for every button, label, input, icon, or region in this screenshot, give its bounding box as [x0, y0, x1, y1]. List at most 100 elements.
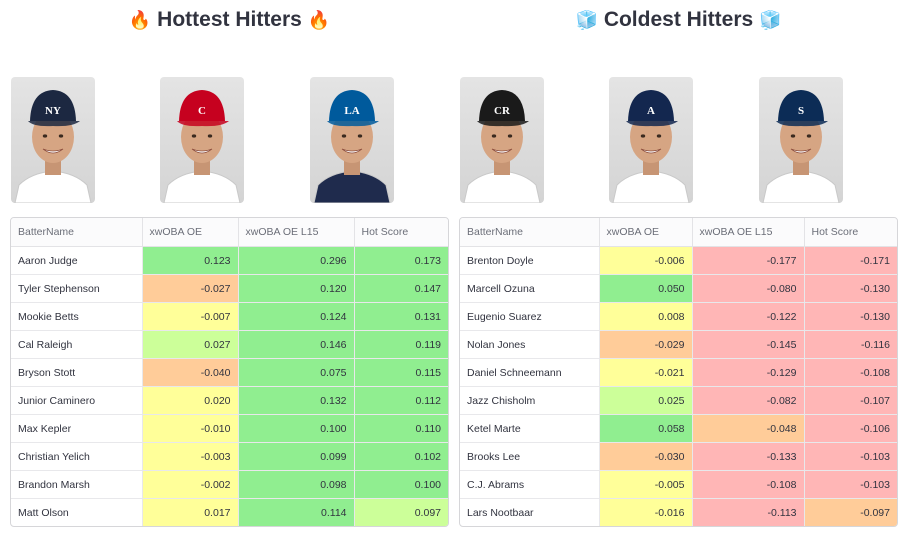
batter-name-cell[interactable]: Daniel Schneemann: [460, 358, 600, 387]
batter-name-cell[interactable]: Cal Raleigh: [11, 330, 143, 359]
table-row[interactable]: Max Kepler -0.010 0.100 0.110: [11, 414, 448, 443]
hot-hitters-table[interactable]: BatterName xwOBA OE xwOBA OE L15 Hot Score …: [10, 217, 449, 527]
batter-name-cell[interactable]: Junior Caminero: [11, 386, 143, 415]
xwoba-oe-l15-cell[interactable]: 0.124: [238, 302, 355, 331]
batter-name-cell[interactable]: Eugenio Suarez: [460, 302, 600, 331]
xwoba-oe-l15-cell[interactable]: -0.108: [692, 470, 805, 499]
xwoba-oe-cell[interactable]: -0.027: [142, 274, 239, 303]
xwoba-oe-l15-cell[interactable]: 0.100: [238, 414, 355, 443]
xwoba-oe-l15-cell[interactable]: 0.099: [238, 442, 355, 471]
xwoba-oe-cell[interactable]: 0.017: [142, 498, 239, 526]
xwoba-oe-cell[interactable]: -0.005: [599, 470, 693, 499]
xwoba-oe-cell[interactable]: 0.123: [142, 246, 239, 275]
batter-name-cell[interactable]: Ketel Marte: [460, 414, 600, 443]
table-row[interactable]: Eugenio Suarez 0.008 -0.122 -0.130: [460, 302, 897, 331]
xwoba-oe-cell[interactable]: 0.020: [142, 386, 239, 415]
hot-score-cell[interactable]: 0.102: [354, 442, 448, 471]
hot-score-cell[interactable]: -0.107: [804, 386, 897, 415]
column-header[interactable]: Hot Score: [804, 218, 897, 247]
xwoba-oe-l15-cell[interactable]: 0.120: [238, 274, 355, 303]
column-header[interactable]: xwOBA OE L15: [238, 218, 355, 247]
column-header[interactable]: xwOBA OE L15: [692, 218, 805, 247]
hot-score-cell[interactable]: 0.100: [354, 470, 448, 499]
column-header[interactable]: BatterName: [460, 218, 600, 247]
hot-score-cell[interactable]: 0.110: [354, 414, 448, 443]
xwoba-oe-l15-cell[interactable]: -0.048: [692, 414, 805, 443]
xwoba-oe-cell[interactable]: -0.030: [599, 442, 693, 471]
column-header[interactable]: BatterName: [11, 218, 143, 247]
hot-score-cell[interactable]: -0.103: [804, 442, 897, 471]
xwoba-oe-cell[interactable]: 0.027: [142, 330, 239, 359]
hot-score-cell[interactable]: 0.119: [354, 330, 448, 359]
table-row[interactable]: Ketel Marte 0.058 -0.048 -0.106: [460, 414, 897, 443]
hot-score-cell[interactable]: 0.112: [354, 386, 448, 415]
xwoba-oe-cell[interactable]: -0.016: [599, 498, 693, 526]
xwoba-oe-l15-cell[interactable]: -0.133: [692, 442, 805, 471]
xwoba-oe-cell[interactable]: 0.058: [599, 414, 693, 443]
table-row[interactable]: Matt Olson 0.017 0.114 0.097: [11, 498, 448, 526]
hot-score-cell[interactable]: -0.103: [804, 470, 897, 499]
table-row[interactable]: Brenton Doyle -0.006 -0.177 -0.171: [460, 246, 897, 275]
table-row[interactable]: Daniel Schneemann -0.021 -0.129 -0.108: [460, 358, 897, 387]
table-row[interactable]: Bryson Stott -0.040 0.075 0.115: [11, 358, 448, 387]
table-row[interactable]: Nolan Jones -0.029 -0.145 -0.116: [460, 330, 897, 359]
xwoba-oe-l15-cell[interactable]: -0.082: [692, 386, 805, 415]
batter-name-cell[interactable]: C.J. Abrams: [460, 470, 600, 499]
column-header[interactable]: Hot Score: [354, 218, 448, 247]
table-row[interactable]: C.J. Abrams -0.005 -0.108 -0.103: [460, 470, 897, 499]
batter-name-cell[interactable]: Jazz Chisholm: [460, 386, 600, 415]
batter-name-cell[interactable]: Bryson Stott: [11, 358, 143, 387]
table-row[interactable]: Brooks Lee -0.030 -0.133 -0.103: [460, 442, 897, 471]
hot-score-cell[interactable]: 0.097: [354, 498, 448, 526]
table-row[interactable]: Cal Raleigh 0.027 0.146 0.119: [11, 330, 448, 359]
xwoba-oe-cell[interactable]: -0.007: [142, 302, 239, 331]
batter-name-cell[interactable]: Brenton Doyle: [460, 246, 600, 275]
xwoba-oe-cell[interactable]: -0.006: [599, 246, 693, 275]
hot-score-cell[interactable]: -0.108: [804, 358, 897, 387]
xwoba-oe-cell[interactable]: -0.021: [599, 358, 693, 387]
batter-name-cell[interactable]: Nolan Jones: [460, 330, 600, 359]
table-row[interactable]: Christian Yelich -0.003 0.099 0.102: [11, 442, 448, 471]
xwoba-oe-l15-cell[interactable]: 0.114: [238, 498, 355, 526]
cold-hitters-table[interactable]: BatterName xwOBA OE xwOBA OE L15 Hot Score …: [459, 217, 898, 527]
batter-name-cell[interactable]: Matt Olson: [11, 498, 143, 526]
table-row[interactable]: Junior Caminero 0.020 0.132 0.112: [11, 386, 448, 415]
batter-name-cell[interactable]: Brooks Lee: [460, 442, 600, 471]
batter-name-cell[interactable]: Max Kepler: [11, 414, 143, 443]
hot-score-cell[interactable]: -0.130: [804, 302, 897, 331]
table-row[interactable]: Brandon Marsh -0.002 0.098 0.100: [11, 470, 448, 499]
xwoba-oe-cell[interactable]: -0.040: [142, 358, 239, 387]
hot-score-cell[interactable]: -0.130: [804, 274, 897, 303]
table-row[interactable]: Lars Nootbaar -0.016 -0.113 -0.097: [460, 498, 897, 526]
xwoba-oe-l15-cell[interactable]: 0.075: [238, 358, 355, 387]
xwoba-oe-l15-cell[interactable]: -0.129: [692, 358, 805, 387]
hot-score-cell[interactable]: 0.131: [354, 302, 448, 331]
hot-score-cell[interactable]: -0.106: [804, 414, 897, 443]
table-row[interactable]: Aaron Judge 0.123 0.296 0.173: [11, 246, 448, 275]
batter-name-cell[interactable]: Aaron Judge: [11, 246, 143, 275]
column-header[interactable]: xwOBA OE: [142, 218, 239, 247]
xwoba-oe-l15-cell[interactable]: -0.122: [692, 302, 805, 331]
hot-score-cell[interactable]: 0.147: [354, 274, 448, 303]
xwoba-oe-l15-cell[interactable]: 0.098: [238, 470, 355, 499]
table-row[interactable]: Tyler Stephenson -0.027 0.120 0.147: [11, 274, 448, 303]
batter-name-cell[interactable]: Tyler Stephenson: [11, 274, 143, 303]
hot-score-cell[interactable]: 0.115: [354, 358, 448, 387]
xwoba-oe-l15-cell[interactable]: 0.132: [238, 386, 355, 415]
batter-name-cell[interactable]: Lars Nootbaar: [460, 498, 600, 526]
xwoba-oe-cell[interactable]: 0.008: [599, 302, 693, 331]
xwoba-oe-cell[interactable]: 0.050: [599, 274, 693, 303]
xwoba-oe-cell[interactable]: -0.003: [142, 442, 239, 471]
table-row[interactable]: Marcell Ozuna 0.050 -0.080 -0.130: [460, 274, 897, 303]
xwoba-oe-l15-cell[interactable]: -0.177: [692, 246, 805, 275]
batter-name-cell[interactable]: Christian Yelich: [11, 442, 143, 471]
xwoba-oe-l15-cell[interactable]: -0.145: [692, 330, 805, 359]
table-row[interactable]: Mookie Betts -0.007 0.124 0.131: [11, 302, 448, 331]
batter-name-cell[interactable]: Brandon Marsh: [11, 470, 143, 499]
batter-name-cell[interactable]: Mookie Betts: [11, 302, 143, 331]
xwoba-oe-cell[interactable]: -0.010: [142, 414, 239, 443]
hot-score-cell[interactable]: -0.116: [804, 330, 897, 359]
column-header[interactable]: xwOBA OE: [599, 218, 693, 247]
xwoba-oe-l15-cell[interactable]: 0.296: [238, 246, 355, 275]
xwoba-oe-l15-cell[interactable]: -0.113: [692, 498, 805, 526]
